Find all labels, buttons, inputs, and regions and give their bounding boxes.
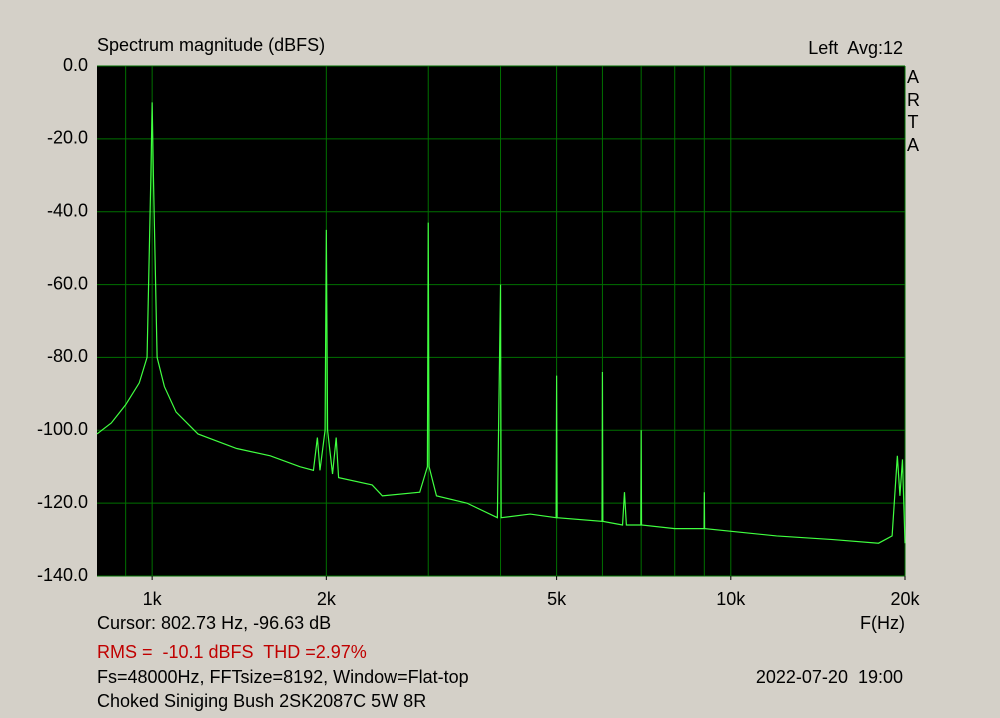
measurement: RMS = -10.1 dBFS THD =2.97% xyxy=(97,642,367,662)
y-tick-label: -60.0 xyxy=(47,273,88,293)
y-tick-label: 0.0 xyxy=(63,55,88,75)
timestamp: 2022-07-20 19:00 xyxy=(756,667,903,687)
y-tick-label: -20.0 xyxy=(47,128,88,148)
chart-title: Spectrum magnitude (dBFS) xyxy=(97,35,325,55)
y-tick-label: -100.0 xyxy=(37,419,88,439)
x-axis-label: F(Hz) xyxy=(860,613,905,633)
channel-info: Left Avg:12 xyxy=(808,38,903,58)
x-tick-label: 20k xyxy=(890,589,920,609)
y-tick-label: -140.0 xyxy=(37,565,88,585)
description: Choked Siniging Bush 2SK2087C 5W 8R xyxy=(97,691,426,711)
y-tick-label: -120.0 xyxy=(37,492,88,512)
spectrum-line xyxy=(96,102,906,544)
y-tick-label: -40.0 xyxy=(47,200,88,220)
x-tick-label: 10k xyxy=(716,589,746,609)
cursor-readout: Cursor: 802.73 Hz, -96.63 dB xyxy=(97,613,331,633)
x-tick-label: 5k xyxy=(547,589,567,609)
settings: Fs=48000Hz, FFTsize=8192, Window=Flat-to… xyxy=(97,667,469,687)
side-label: ARTA xyxy=(907,67,920,155)
y-tick-label: -80.0 xyxy=(47,346,88,366)
x-tick-label: 2k xyxy=(317,589,337,609)
x-tick-label: 1k xyxy=(143,589,163,609)
